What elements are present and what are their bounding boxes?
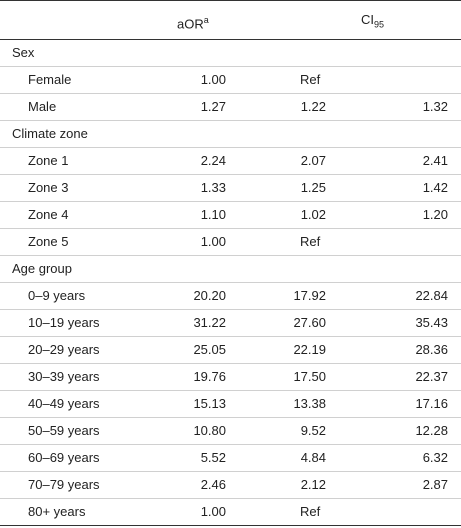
aor-value: 1.33 (200, 180, 226, 195)
ci-low: 17.92 (293, 288, 326, 303)
row-label: 60–69 years (28, 450, 100, 465)
aor-value: 2.24 (200, 153, 226, 168)
ci-low: 1.25 (300, 180, 326, 195)
section-row: Age group (0, 256, 461, 283)
ci-low: 9.52 (300, 423, 326, 438)
ci-low: 27.60 (293, 315, 326, 330)
header-aor: aORa (177, 1, 209, 43)
ci-low: 22.19 (293, 342, 326, 357)
row-label: 30–39 years (28, 369, 100, 384)
data-row: 30–39 years 19.76 17.50 22.37 (0, 364, 461, 391)
ci-high: 17.16 (415, 396, 448, 411)
ci-low: 1.22 (300, 99, 326, 114)
row-label: 20–29 years (28, 342, 100, 357)
row-label: Male (28, 99, 57, 114)
row-label: Zone 5 (28, 234, 69, 249)
section-title: Sex (12, 45, 35, 60)
data-row: Zone 3 1.33 1.25 1.42 (0, 175, 461, 202)
ci-high: 2.87 (422, 477, 448, 492)
aor-value: 1.27 (200, 99, 226, 114)
row-label: 80+ years (28, 504, 86, 519)
section-row: Climate zone (0, 121, 461, 148)
section-title: Age group (12, 261, 72, 276)
ci-high: 1.32 (422, 99, 448, 114)
row-label: 0–9 years (28, 288, 86, 303)
aor-value: 31.22 (193, 315, 226, 330)
aor-value: 19.76 (193, 369, 226, 384)
ci-low: 2.12 (300, 477, 326, 492)
ci-low: Ref (300, 72, 321, 87)
aor-value: 1.00 (200, 234, 226, 249)
row-label: 10–19 years (28, 315, 100, 330)
ci-high: 1.20 (422, 207, 448, 222)
data-row: 70–79 years 2.46 2.12 2.87 (0, 472, 461, 499)
ci-high: 6.32 (422, 450, 448, 465)
aor-value: 1.10 (200, 207, 226, 222)
aor-value: 10.80 (193, 423, 226, 438)
ci-high: 35.43 (415, 315, 448, 330)
row-label: 70–79 years (28, 477, 100, 492)
data-row: 0–9 years 20.20 17.92 22.84 (0, 283, 461, 310)
header-row: aORa CI95 (0, 0, 461, 40)
row-label: Zone 1 (28, 153, 69, 168)
ci-low: Ref (300, 504, 321, 519)
row-label: Female (28, 72, 72, 87)
header-ci: CI95 (361, 1, 384, 44)
row-label: Zone 3 (28, 180, 69, 195)
aor-value: 20.20 (193, 288, 226, 303)
ci-low: 4.84 (300, 450, 326, 465)
section-row: Sex (0, 40, 461, 67)
data-row: 10–19 years 31.22 27.60 35.43 (0, 310, 461, 337)
data-row: 40–49 years 15.13 13.38 17.16 (0, 391, 461, 418)
ci-low: 13.38 (293, 396, 326, 411)
row-label: Zone 4 (28, 207, 69, 222)
aor-sup: a (203, 15, 209, 25)
row-label: 40–49 years (28, 396, 100, 411)
aor-text: aOR (177, 16, 204, 32)
data-row: Zone 1 2.24 2.07 2.41 (0, 148, 461, 175)
data-row: 80+ years 1.00 Ref (0, 499, 461, 526)
section-title: Climate zone (12, 126, 88, 141)
row-label: 50–59 years (28, 423, 100, 438)
data-row: Female 1.00 Ref (0, 67, 461, 94)
ci-text: CI (361, 12, 374, 27)
aor-value: 1.00 (200, 504, 226, 519)
data-row: Male 1.27 1.22 1.32 (0, 94, 461, 121)
data-row: Zone 5 1.00 Ref (0, 229, 461, 256)
data-row: 60–69 years 5.52 4.84 6.32 (0, 445, 461, 472)
ci-low: 1.02 (300, 207, 326, 222)
aor-value: 2.46 (200, 477, 226, 492)
ci-sub: 95 (374, 19, 385, 30)
ci-high: 1.42 (422, 180, 448, 195)
data-row: Zone 4 1.10 1.02 1.20 (0, 202, 461, 229)
aor-value: 25.05 (193, 342, 226, 357)
aor-value: 5.52 (200, 450, 226, 465)
data-row: 20–29 years 25.05 22.19 28.36 (0, 337, 461, 364)
ci-high: 2.41 (422, 153, 448, 168)
aor-value: 15.13 (193, 396, 226, 411)
ci-high: 12.28 (415, 423, 448, 438)
ci-low: Ref (300, 234, 321, 249)
ci-high: 22.84 (415, 288, 448, 303)
aor-value: 1.00 (200, 72, 226, 87)
ci-low: 17.50 (293, 369, 326, 384)
ci-low: 2.07 (300, 153, 326, 168)
data-row: 50–59 years 10.80 9.52 12.28 (0, 418, 461, 445)
ci-high: 28.36 (415, 342, 448, 357)
ci-high: 22.37 (415, 369, 448, 384)
